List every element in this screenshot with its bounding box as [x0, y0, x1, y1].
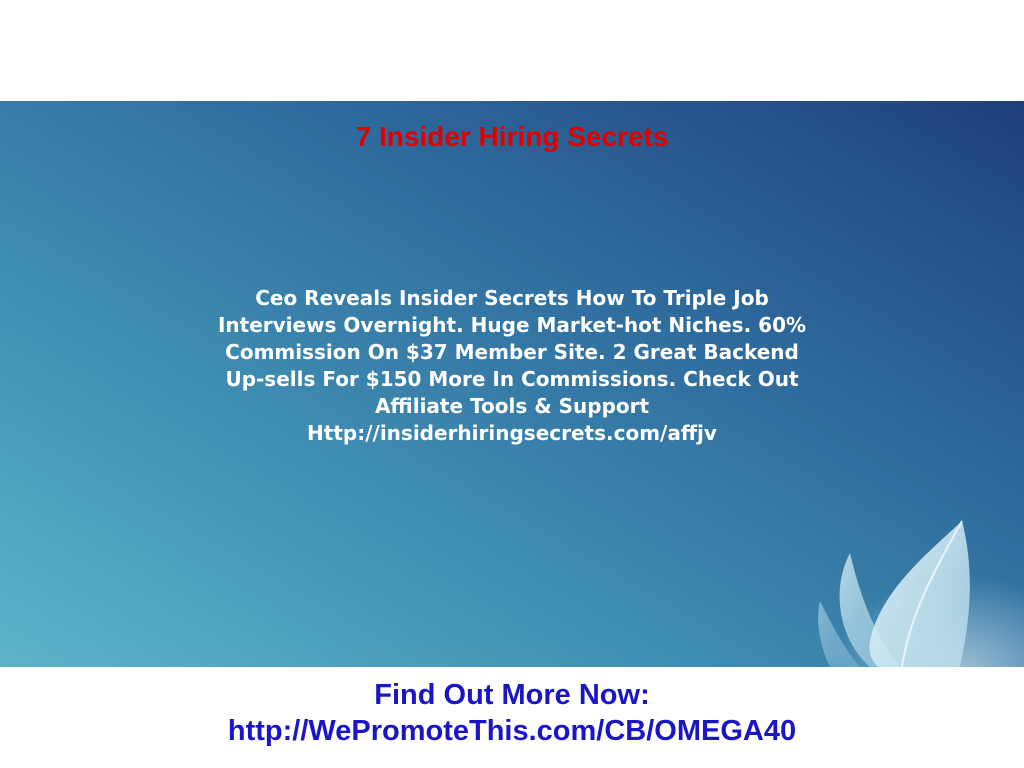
lotus-flower-icon — [818, 520, 1024, 667]
footer: Find Out More Now: http://WePromoteThis.… — [0, 667, 1024, 768]
footer-cta-text: Find Out More Now: — [374, 679, 650, 711]
slide-title: 7 Insider Hiring Secrets — [355, 121, 669, 152]
footer-link[interactable]: http://WePromoteThis.com/CB/OMEGA40 — [227, 715, 797, 747]
slide-description: Ceo Reveals Insider Secrets How To Tripl… — [217, 286, 807, 445]
slide-panel: 7 Insider Hiring Secrets Ceo Reveals Ins… — [0, 101, 1024, 667]
